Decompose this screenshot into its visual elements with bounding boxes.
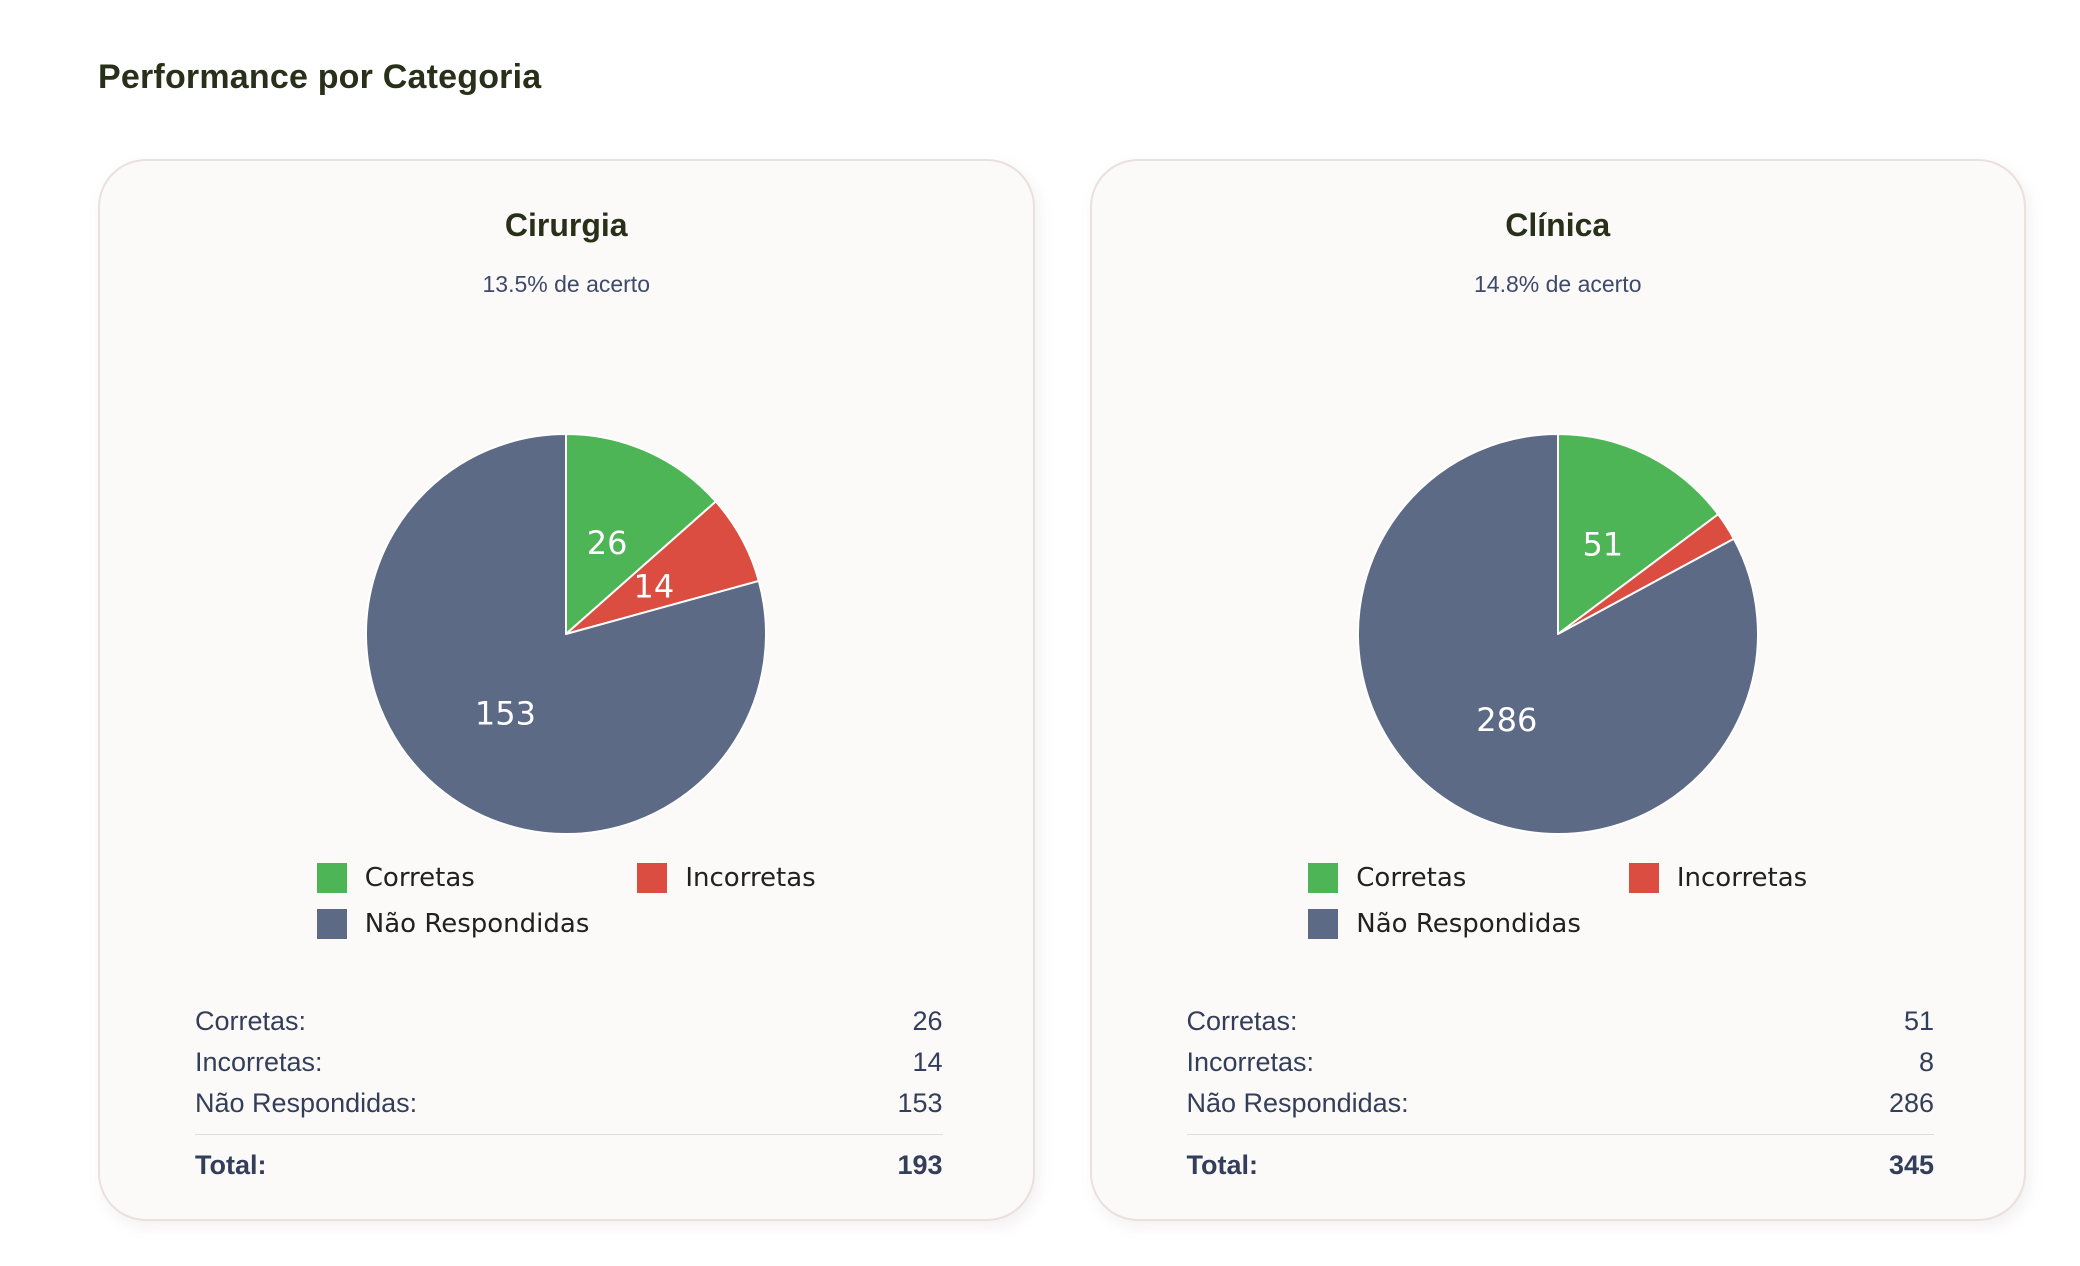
- stat-value: 286: [1888, 1088, 1934, 1118]
- stats-divider: [195, 1134, 943, 1135]
- legend-swatch-nao-respondidas: [316, 909, 347, 939]
- stat-label: Incorretas:: [1186, 1047, 1315, 1077]
- legend-item-incorretas: Incorretas: [1628, 861, 1808, 895]
- pie-slice-na-o-respondidas: [1356, 433, 1759, 835]
- stat-label: Incorretas:: [195, 1047, 323, 1077]
- stats-row-total: Total: 345: [1187, 1143, 1935, 1187]
- pie-slice-value: 14: [634, 567, 675, 605]
- total-label: Total:: [195, 1150, 267, 1180]
- stat-label: Corretas:: [1186, 1006, 1298, 1036]
- pie-slice-value: 51: [1582, 526, 1623, 564]
- stat-label: Não Respondidas:: [195, 1088, 418, 1118]
- accuracy-subtitle: 13.5% de acerto: [482, 271, 650, 297]
- stats-divider: [1186, 1134, 1934, 1135]
- card-title: Cirurgia: [504, 207, 628, 243]
- category-card-clinica: Clínica 14.8% de acerto 51 286 Corretas I…: [1089, 159, 2026, 1221]
- chart-legend: Corretas Incorretas Não Respondidas: [1092, 861, 2025, 941]
- pie-slice-value: 26: [587, 524, 628, 562]
- page-title: Performance por Categoria: [98, 58, 542, 96]
- accuracy-subtitle: 14.8% de acerto: [1473, 271, 1642, 297]
- stats-table: Corretas: 51 Incorretas: 8 Não Respondid…: [1092, 1001, 2025, 1187]
- stat-label: Não Respondidas:: [1186, 1088, 1409, 1118]
- stat-label: Corretas:: [195, 1006, 307, 1036]
- total-value: 193: [897, 1150, 943, 1180]
- category-card-cirurgia: Cirurgia 13.5% de acerto 26 14 153 Correta…: [98, 159, 1035, 1221]
- pie-chart: 51 286: [1092, 429, 2025, 839]
- legend-label: Não Respondidas: [1356, 909, 1581, 939]
- stats-row-corretas: Corretas: 51: [1187, 1001, 1935, 1042]
- stat-value: 153: [897, 1088, 943, 1118]
- stat-value: 26: [912, 1006, 943, 1036]
- stats-row-incorretas: Incorretas: 14: [195, 1042, 943, 1083]
- legend-swatch-incorretas: [637, 863, 668, 893]
- legend-swatch-corretas: [1308, 863, 1339, 893]
- legend-swatch-corretas: [316, 863, 347, 893]
- legend-item-nao-respondidas: Não Respondidas: [316, 907, 590, 941]
- pie-slice-na-o-respondidas: [365, 433, 768, 835]
- total-label: Total:: [1186, 1150, 1258, 1180]
- stats-table: Corretas: 26 Incorretas: 14 Não Respondi…: [100, 1001, 1033, 1187]
- pie-slice-value: 286: [1476, 701, 1537, 739]
- legend-label: Incorretas: [685, 863, 816, 893]
- pie-svg: 51 286: [1356, 433, 1759, 835]
- legend-swatch-nao-respondidas: [1308, 909, 1339, 939]
- stats-row-corretas: Corretas: 26: [195, 1001, 943, 1042]
- legend-item-incorretas: Incorretas: [637, 861, 816, 895]
- pie-slice-value: 153: [475, 695, 536, 733]
- chart-legend: Corretas Incorretas Não Respondidas: [100, 861, 1033, 941]
- legend-label: Corretas: [364, 863, 475, 893]
- legend-label: Corretas: [1356, 863, 1467, 893]
- card-title: Clínica: [1505, 207, 1611, 243]
- stats-row-nao-respondidas: Não Respondidas: 153: [195, 1083, 943, 1124]
- legend-label: Não Respondidas: [364, 909, 590, 939]
- legend-item-corretas: Corretas: [1308, 861, 1581, 895]
- stat-value: 8: [1918, 1047, 1934, 1077]
- stat-value: 51: [1903, 1006, 1934, 1036]
- pie-chart: 26 14 153: [100, 429, 1033, 839]
- pie-slice-corretas: [1556, 433, 1719, 635]
- total-value: 345: [1888, 1150, 1934, 1180]
- stat-value: 14: [912, 1047, 943, 1077]
- stats-row-incorretas: Incorretas: 8: [1187, 1042, 1935, 1083]
- stats-row-nao-respondidas: Não Respondidas: 286: [1187, 1083, 1935, 1124]
- legend-item-nao-respondidas: Não Respondidas: [1308, 907, 1581, 941]
- stats-row-total: Total: 193: [195, 1143, 943, 1187]
- category-cards-row: Cirurgia 13.5% de acerto 26 14 153 Correta…: [98, 159, 2026, 1221]
- pie-slice-corretas: [565, 433, 718, 635]
- legend-item-corretas: Corretas: [316, 861, 590, 895]
- legend-swatch-incorretas: [1628, 863, 1659, 893]
- legend-label: Incorretas: [1676, 863, 1808, 893]
